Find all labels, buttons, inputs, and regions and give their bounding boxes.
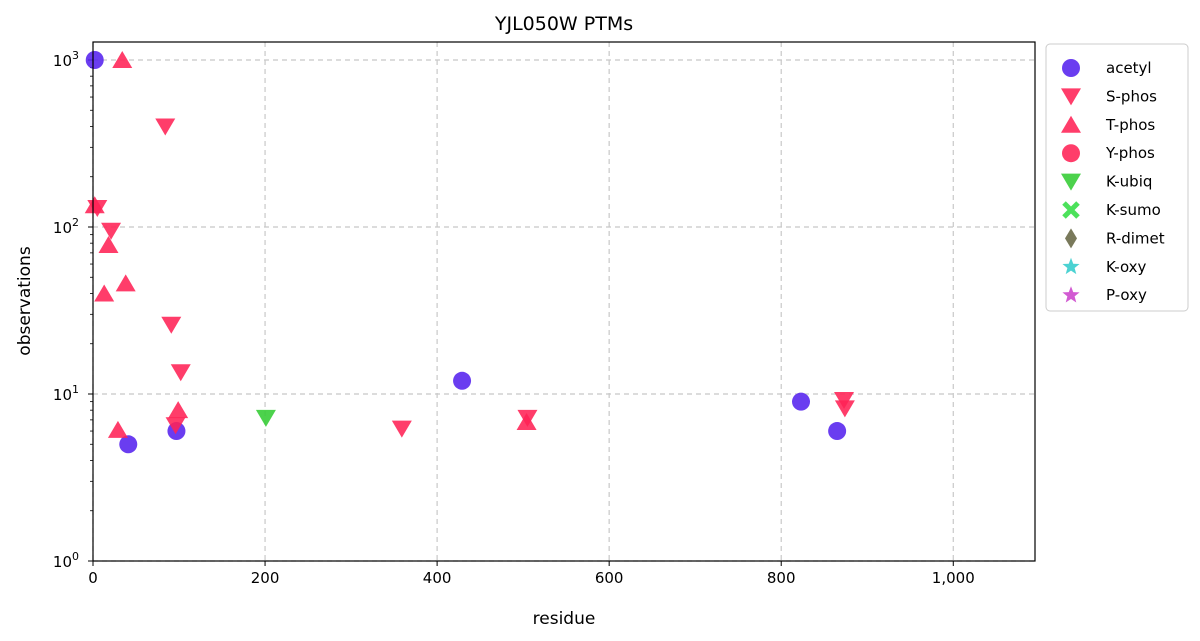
- legend-marker-k-oxy: [1062, 257, 1080, 275]
- x-tick-label: 200: [251, 569, 280, 587]
- x-tick-label: 800: [767, 569, 796, 587]
- plot-frame: [92, 41, 1036, 562]
- point-k-ubiq: [255, 409, 276, 427]
- point-s-phos: [165, 417, 186, 435]
- x-tick-label: 1,000: [932, 569, 975, 587]
- point-s-phos: [161, 316, 182, 334]
- legend-marker-s-phos: [1061, 88, 1081, 106]
- legend-label-k-sumo: K-sumo: [1106, 201, 1161, 219]
- y-tick-label: 102: [53, 216, 79, 237]
- y-tick-label: 101: [53, 383, 79, 404]
- y-tick-label: 103: [53, 49, 79, 70]
- point-s-phos: [101, 222, 122, 240]
- x-tick-label: 400: [423, 569, 452, 587]
- legend-label-k-oxy: K-oxy: [1106, 258, 1147, 276]
- axis-ticks: 0 200 400 600 800 1,000 100 101 102 103: [53, 49, 975, 587]
- legend-label-r-dimet: R-dimet: [1106, 229, 1165, 247]
- point-s-phos: [155, 118, 176, 136]
- x-tick-label: 600: [595, 569, 624, 587]
- point-s-phos: [170, 364, 191, 382]
- point-t-phos: [94, 284, 115, 302]
- legend-label-k-ubiq: K-ubiq: [1106, 173, 1152, 191]
- data-points: [84, 51, 855, 454]
- legend-marker-t-phos: [1061, 115, 1081, 133]
- x-tick-label: 0: [88, 569, 98, 587]
- point-acetyl: [792, 392, 811, 411]
- x-axis-label: residue: [533, 609, 596, 629]
- point-acetyl: [85, 51, 104, 69]
- legend-marker-k-ubiq: [1061, 173, 1081, 191]
- legend-label-t-phos: T-phos: [1105, 116, 1155, 134]
- point-s-phos: [391, 420, 412, 438]
- chart-title: YJL050W PTMs: [494, 13, 633, 35]
- point-t-phos: [516, 412, 537, 430]
- legend-marker-r-dimet: [1065, 228, 1077, 249]
- point-t-phos: [168, 401, 189, 419]
- legend-label-p-oxy: P-oxy: [1106, 286, 1147, 304]
- legend-label-s-phos: S-phos: [1106, 87, 1157, 105]
- y-tick-label: 100: [53, 550, 79, 571]
- point-t-phos: [98, 236, 119, 254]
- legend: acetyl S-phos T-phos Y-phos K-ubiq K-sumo R-di…: [1045, 43, 1189, 312]
- point-t-phos: [84, 196, 105, 214]
- point-acetyl: [453, 371, 472, 390]
- point-t-phos: [115, 274, 136, 292]
- legend-label-acetyl: acetyl: [1106, 59, 1152, 77]
- point-acetyl: [828, 422, 847, 441]
- legend-frame: [1045, 43, 1189, 312]
- legend-label-y-phos: Y-phos: [1105, 144, 1155, 162]
- legend-marker-k-sumo: [1062, 201, 1080, 219]
- point-t-phos: [107, 420, 128, 438]
- point-t-phos: [112, 51, 133, 68]
- point-s-phos: [834, 400, 855, 418]
- point-acetyl: [119, 435, 138, 454]
- legend-marker-y-phos: [1062, 144, 1080, 163]
- legend-marker-p-oxy: [1062, 286, 1080, 303]
- y-axis-label: observations: [15, 246, 35, 356]
- legend-marker-acetyl: [1062, 59, 1080, 77]
